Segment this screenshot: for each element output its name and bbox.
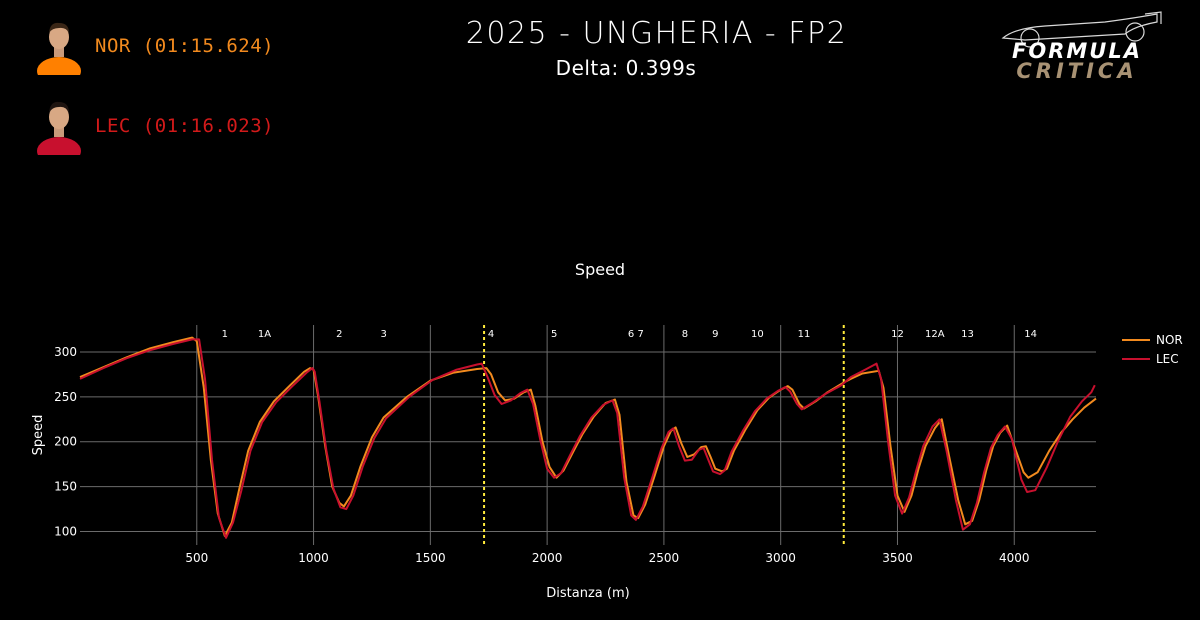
x-tick-label: 2500 [649, 551, 680, 565]
page-title: 2025 - UNGHERIA - FP2 [465, 16, 848, 51]
corner-label: 12 [891, 329, 904, 340]
x-tick-label: 3500 [882, 551, 913, 565]
sector-lines [483, 325, 845, 545]
corner-label: 11 [798, 329, 811, 340]
driver-avatar-lec [36, 97, 82, 155]
corner-label: 1 [222, 329, 228, 340]
y-tick-label: 250 [54, 390, 77, 404]
corner-label: 14 [1024, 329, 1037, 340]
corner-label: 8 [682, 329, 688, 340]
corner-label: 5 [551, 329, 557, 340]
logo-line1: FORMULA [1012, 39, 1142, 63]
corner-labels: 1 1A 2 3 4 5 6 7 8 9 10 11 12 12A 13 14 [222, 329, 1037, 340]
driver-label-nor: NOR (01:15.624) [95, 35, 275, 57]
corner-label: 9 [712, 329, 718, 340]
x-tick-label: 2000 [532, 551, 563, 565]
corner-label: 10 [751, 329, 764, 340]
series-line-lec [79, 338, 1096, 539]
chart-title: Speed [575, 260, 625, 279]
corner-label: 12A [925, 329, 945, 340]
corner-label: 13 [961, 329, 974, 340]
legend: NOR LEC [1122, 333, 1183, 366]
x-tick-label: 1500 [415, 551, 446, 565]
x-tick-label: 3000 [765, 551, 796, 565]
grid [80, 325, 1096, 545]
corner-label: 4 [488, 329, 494, 340]
page-subtitle: Delta: 0.399s [555, 56, 697, 80]
driver-label-lec: LEC (01:16.023) [95, 115, 275, 137]
y-axis-label: Speed [31, 415, 46, 456]
driver-avatar-nor [36, 17, 82, 75]
x-tick-label: 4000 [999, 551, 1030, 565]
y-tick-label: 200 [54, 435, 77, 449]
logo-line2: CRITICA [1016, 59, 1137, 83]
corner-label: 6 7 [628, 329, 644, 340]
legend-label-lec: LEC [1156, 352, 1179, 366]
y-tick-label: 100 [54, 525, 77, 539]
x-tick-label: 500 [185, 551, 208, 565]
legend-label-nor: NOR [1156, 333, 1183, 347]
race-car-icon [1001, 11, 1162, 48]
driver-row-lec: LEC (01:16.023) [36, 97, 274, 155]
y-tick-label: 150 [54, 480, 77, 494]
x-tick-label: 1000 [298, 551, 329, 565]
x-tick-labels: 500 1000 1500 2000 2500 3000 3500 4000 [185, 551, 1029, 565]
corner-label: 3 [380, 329, 386, 340]
corner-label: 2 [336, 329, 342, 340]
driver-row-nor: NOR (01:15.624) [36, 17, 274, 75]
y-tick-labels: 100 150 200 250 300 [54, 345, 77, 539]
corner-label: 1A [258, 329, 271, 340]
brand-logo: FORMULA CRITICA [985, 8, 1170, 84]
y-tick-label: 300 [54, 345, 77, 359]
x-axis-label: Distanza (m) [546, 586, 629, 601]
series-lines [79, 336, 1097, 539]
